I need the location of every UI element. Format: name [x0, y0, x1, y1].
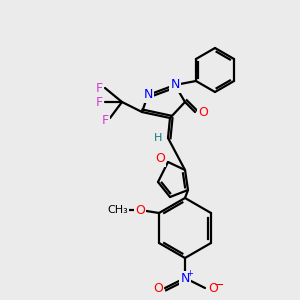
- Text: O: O: [153, 281, 163, 295]
- Text: N: N: [170, 79, 180, 92]
- Text: CH₃: CH₃: [108, 205, 128, 215]
- Text: N: N: [143, 88, 153, 101]
- Text: O: O: [208, 281, 218, 295]
- Text: H: H: [154, 133, 162, 143]
- Text: F: F: [95, 95, 103, 109]
- Text: F: F: [95, 82, 103, 94]
- Text: N: N: [180, 272, 190, 284]
- Text: methoxy: methoxy: [122, 209, 128, 210]
- Text: O: O: [135, 203, 145, 217]
- Text: +: +: [187, 269, 194, 278]
- Text: −: −: [214, 278, 224, 292]
- Text: O: O: [198, 106, 208, 118]
- Text: F: F: [101, 113, 109, 127]
- Text: O: O: [155, 152, 165, 166]
